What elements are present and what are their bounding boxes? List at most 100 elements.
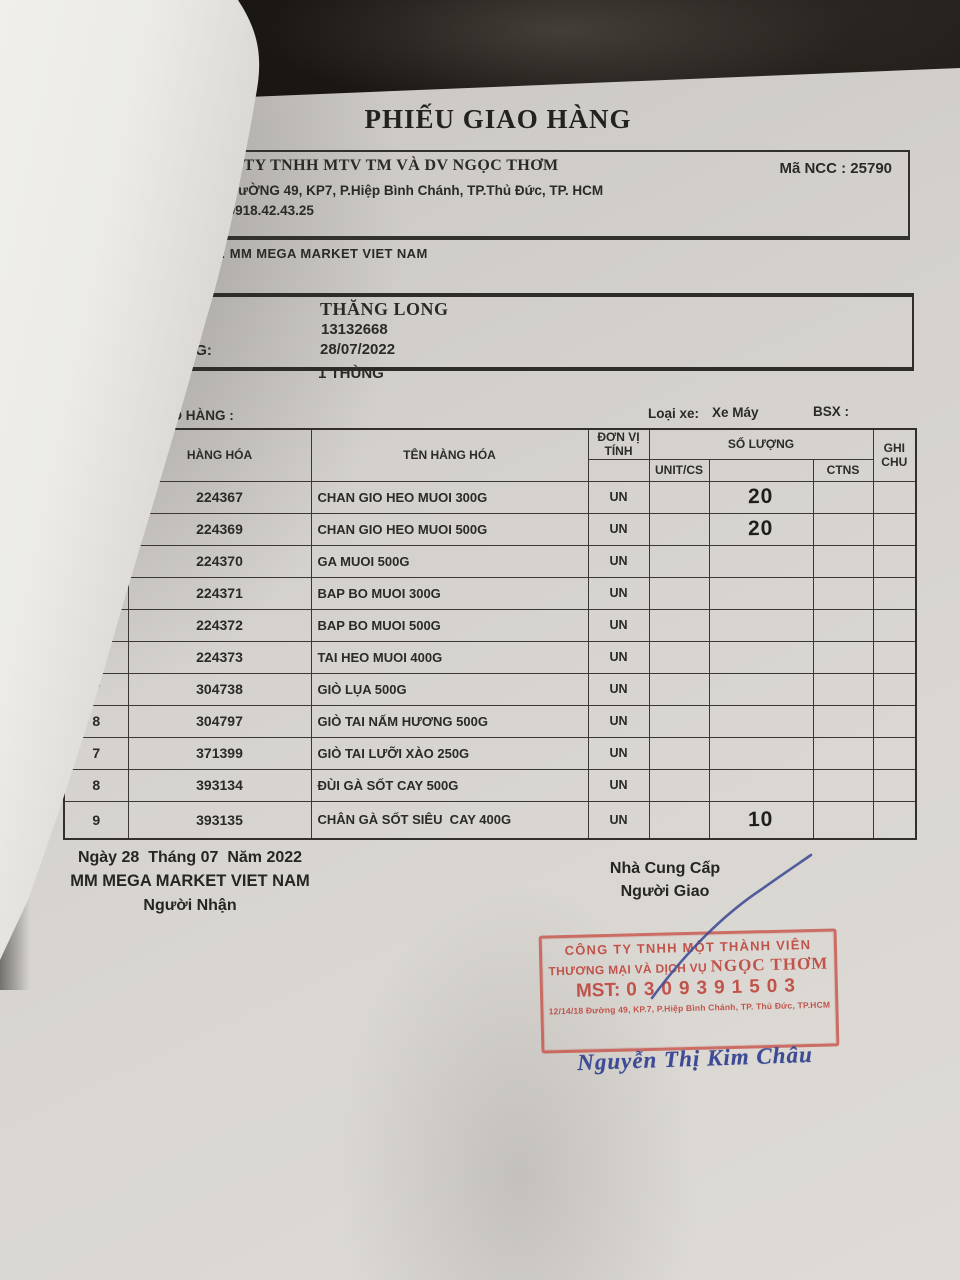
cell-note bbox=[872, 736, 917, 770]
total-cartons-value: 1 THÙNG bbox=[318, 365, 384, 382]
cell-unitcs bbox=[648, 480, 710, 514]
cell-code: 224370 bbox=[127, 544, 312, 578]
cell-unit: UN bbox=[587, 704, 650, 738]
cell-ctns bbox=[812, 576, 874, 610]
cell-qty: 20 bbox=[708, 480, 814, 514]
deliverer-role: Người Giao bbox=[620, 883, 710, 900]
cell-qty: 10 bbox=[708, 800, 814, 840]
company-stamp: CÔNG TY TNHH MỘT THÀNH VIÊN THƯƠNG MẠI V… bbox=[538, 928, 840, 1054]
receiver-role: Người Nhận bbox=[143, 897, 237, 914]
cell-note bbox=[872, 768, 917, 802]
cell-unit: UN bbox=[587, 480, 650, 514]
cell-qty bbox=[708, 768, 814, 802]
vehicle-type-value: Xe Máy bbox=[712, 405, 759, 420]
handwritten-qty: 10 bbox=[748, 807, 774, 831]
cell-unitcs bbox=[648, 512, 710, 546]
supplier-company: CÔNG TY TNHH MTV TM VÀ DV NGỌC THƠM bbox=[189, 157, 559, 174]
cell-qty bbox=[708, 736, 814, 770]
cell-unit: UN bbox=[587, 576, 650, 610]
cell-unitcs bbox=[648, 800, 710, 840]
cell-code: 224373 bbox=[127, 640, 312, 674]
cell-qty bbox=[708, 704, 814, 738]
receiver-company: MM MEGA MARKET VIET NAM bbox=[70, 872, 310, 890]
cell-unitcs bbox=[648, 608, 710, 642]
cell-stt: 9 bbox=[63, 800, 129, 840]
supplier-sign-title: Nhà Cung Cấp bbox=[609, 860, 721, 877]
handwritten-qty: 20 bbox=[748, 484, 774, 509]
cell-unit: UN bbox=[587, 608, 650, 642]
cell-ctns bbox=[812, 800, 874, 840]
cell-unit: UN bbox=[587, 768, 650, 802]
cell-qty bbox=[708, 640, 814, 674]
col-header-unit: ĐƠN VỊ TÍNH bbox=[587, 428, 650, 460]
cell-name: CHAN GIO HEO MUOI 300G bbox=[310, 480, 589, 514]
cell-name: ĐÙI GÀ SỐT CAY 500G bbox=[310, 768, 589, 802]
cell-qty bbox=[708, 544, 814, 578]
col-header-note: GHI CHU bbox=[872, 428, 917, 482]
cell-ctns bbox=[812, 736, 874, 770]
handwritten-qty: 20 bbox=[748, 516, 774, 541]
document-title: PHIẾU GIAO HÀNG bbox=[364, 104, 632, 134]
supplier-sign-block: Nhà Cung Cấp Người Giao bbox=[555, 860, 775, 901]
cell-note bbox=[872, 704, 917, 738]
col-header-name: TÊN HÀNG HÓA bbox=[310, 428, 589, 482]
cell-unitcs bbox=[648, 768, 710, 802]
cell-note bbox=[872, 544, 917, 578]
receiver-sign-block: Ngày 28 Tháng 07 Năm 2022 MM MEGA MARKET… bbox=[30, 849, 350, 915]
table-row: 8 304797 GIÒ TAI NẤM HƯƠNG 500G UN bbox=[63, 704, 917, 738]
warehouse-name: THĂNG LONG bbox=[320, 299, 449, 319]
cell-unit: UN bbox=[587, 736, 650, 770]
cell-ctns bbox=[812, 704, 874, 738]
cell-code: 304738 bbox=[127, 672, 312, 706]
cell-name: GA MUOI 500G bbox=[310, 544, 589, 578]
cell-unitcs bbox=[648, 672, 710, 706]
col-header-qty-group: SỐ LƯỢNG bbox=[648, 428, 874, 460]
stamp-company-name: NGỌC THƠM bbox=[710, 953, 829, 976]
cell-name: BAP BO MUOI 300G bbox=[310, 576, 589, 610]
cell-note bbox=[872, 672, 917, 706]
cell-ctns bbox=[812, 512, 874, 546]
cell-name: TAI HEO MUOI 400G bbox=[310, 640, 589, 674]
cell-ctns bbox=[812, 768, 874, 802]
cell-note bbox=[872, 800, 917, 840]
cell-ctns bbox=[812, 544, 874, 578]
table-row: 9 393135 CHÂN GÀ SỐT SIÊU CAY 400G UN 10 bbox=[63, 800, 917, 840]
cell-ctns bbox=[812, 480, 874, 514]
vehicle-type-label: Loại xe: bbox=[648, 406, 700, 421]
cell-code: 224369 bbox=[127, 512, 312, 546]
col-header-ctns: CTNS bbox=[812, 458, 874, 482]
cell-unit: UN bbox=[587, 640, 650, 674]
cell-code: 393134 bbox=[127, 768, 312, 802]
cell-code: 393135 bbox=[127, 800, 312, 840]
col-header-unitcs: UNIT/CS bbox=[648, 458, 710, 482]
cell-ctns bbox=[812, 608, 874, 642]
table-row: 8 393134 ĐÙI GÀ SỐT CAY 500G UN bbox=[63, 768, 917, 802]
footer-date: Ngày 28 Tháng 07 Năm 2022 bbox=[77, 849, 303, 866]
stamp-line2-prefix: THƯƠNG MẠI VÀ DỊCH VỤ bbox=[548, 960, 711, 979]
stamp-mst-digits: 0309391503 bbox=[626, 975, 803, 1001]
cell-unitcs bbox=[648, 704, 710, 738]
supplier-address: ng ty : 12/14/18 ĐưỜNG 49, KP7, P.Hiệp B… bbox=[128, 183, 604, 198]
cell-note bbox=[872, 480, 917, 514]
cell-name: GIÒ TAI LƯỠI XÀO 250G bbox=[310, 736, 589, 770]
cell-ctns bbox=[812, 640, 874, 674]
cell-qty: 20 bbox=[708, 512, 814, 546]
cell-unitcs bbox=[648, 640, 710, 674]
cell-code: 371399 bbox=[127, 736, 312, 770]
plate-number-label: BSX : bbox=[813, 404, 850, 419]
warehouse-number: 13132668 bbox=[321, 321, 388, 338]
stamp-mst-label: MST: bbox=[575, 979, 621, 1002]
cell-stt: 8 bbox=[63, 768, 129, 802]
cell-note bbox=[872, 576, 917, 610]
cell-note bbox=[872, 640, 917, 674]
col-header-qty-blank bbox=[708, 458, 814, 482]
cell-unitcs bbox=[648, 576, 710, 610]
cell-unitcs bbox=[648, 736, 710, 770]
